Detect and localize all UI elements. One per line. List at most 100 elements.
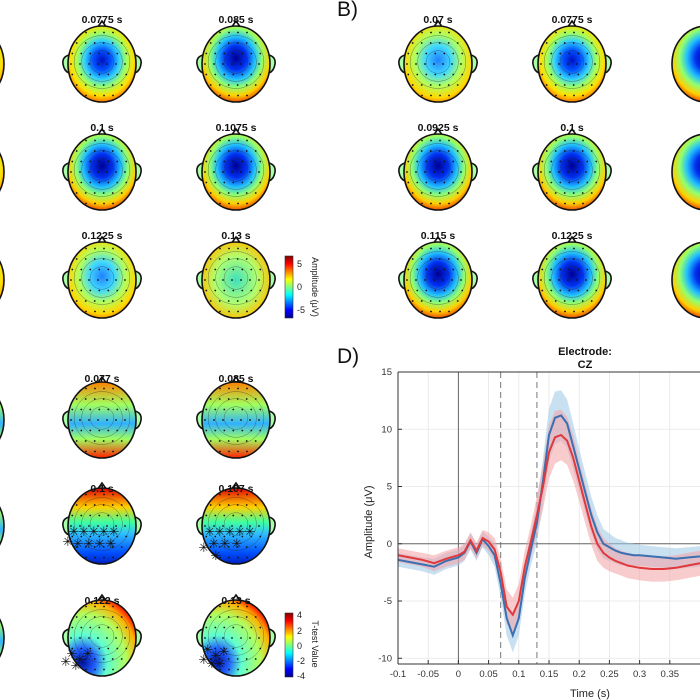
chart-title: Electrode: (558, 346, 612, 358)
ttest-tick-neg4: -4 (297, 671, 305, 681)
panel-label-d: D) (337, 345, 360, 368)
svg-text:✳: ✳ (203, 643, 214, 658)
y-tick-label: 0 (387, 539, 392, 550)
y-tick-label: 10 (381, 424, 392, 435)
topomap-b-1 (398, 19, 478, 103)
svg-text:✳: ✳ (99, 525, 110, 540)
svg-text:✳: ✳ (232, 537, 243, 552)
topomap-b-partial-3 (671, 241, 700, 319)
topomap-a-4 (196, 127, 276, 211)
svg-text:✳: ✳ (209, 537, 220, 552)
topomap-a-title-2: 0.085 s (218, 14, 253, 26)
topomap-a-1 (62, 19, 142, 103)
svg-text:✳: ✳ (106, 537, 117, 552)
topomap-b-3 (398, 127, 478, 211)
svg-text:✳: ✳ (79, 525, 90, 540)
topomap-b-title-6: 0.1225 s (552, 230, 593, 242)
x-tick-label: 0.15 (540, 669, 559, 680)
amplitude-colorbar: 5 0 -5 Amplitude (μV) (284, 255, 320, 319)
x-tick-label: 0.3 (633, 669, 646, 680)
x-tick-label: -0.1 (390, 669, 406, 680)
topomap-b-4 (532, 127, 612, 211)
svg-text:✳: ✳ (95, 537, 106, 552)
topomap-c-2 (196, 375, 276, 459)
topomap-c-partial-2 (0, 506, 5, 546)
series-line-red (397, 433, 700, 617)
amplitude-tick-5: 5 (297, 259, 302, 269)
topomap-a-partial-1 (0, 44, 5, 84)
svg-text:✳: ✳ (219, 645, 230, 660)
svg-text:✳: ✳ (225, 525, 236, 540)
topomap-a-title-4: 0.1075 s (216, 122, 257, 134)
topomap-a-title-5: 0.1225 s (82, 230, 123, 242)
svg-text:✳: ✳ (63, 535, 74, 550)
amplitude-tick-0: 0 (297, 282, 302, 292)
topomap-c-5: ✳✳✳✳✳ (61, 593, 142, 677)
panel-label-b: B) (337, 0, 358, 21)
svg-text:✳: ✳ (220, 537, 231, 552)
x-tick-label: 0.25 (600, 669, 619, 680)
topomap-a-5 (62, 235, 142, 319)
topomap-c-title-3: 0.1 s (90, 483, 114, 495)
topomap-b-partial-1 (671, 25, 700, 103)
topomap-b-2 (532, 19, 612, 103)
topomap-c-3: ✳ ✳ ✳ ✳ ✳✳ ✳ ✳ ✳✳ (62, 481, 142, 565)
topomap-c-1 (62, 375, 142, 459)
amplitude-colorbar-label: Amplitude (μV) (310, 257, 320, 317)
topomap-b-partial-2 (671, 133, 700, 211)
svg-text:✳: ✳ (215, 525, 226, 540)
ttest-tick-0: 0 (297, 641, 302, 651)
ttest-tick-neg2: -2 (297, 656, 305, 666)
topomap-b-title-2: 0.0775 s (552, 14, 593, 26)
svg-text:✳: ✳ (199, 653, 210, 668)
svg-text:✳: ✳ (235, 525, 246, 540)
topomap-b-5 (398, 235, 478, 319)
svg-text:✳: ✳ (83, 647, 94, 662)
chart-subtitle: CZ (578, 359, 593, 371)
svg-text:✳: ✳ (84, 537, 95, 552)
topomap-b-6 (532, 235, 612, 319)
topomap-b-title-5: 0.115 s (421, 230, 456, 242)
y-tick-label: -5 (384, 596, 392, 607)
svg-text:✳: ✳ (75, 653, 86, 668)
topomap-grid: 0.0775 s 0.085 s 0.1 s 0.1075 s 0.1225 s 0.13… (0, 14, 700, 677)
topomap-c-4: ✳ ✳ ✳ ✳ ✳✳ ✳ ✳✳✳ (196, 481, 276, 565)
series-lines (397, 414, 700, 639)
topomap-a-title-6: 0.13 s (221, 230, 250, 242)
y-tick-label: -10 (378, 653, 392, 664)
topomap-a-title-3: 0.1 s (90, 122, 114, 134)
svg-text:✳: ✳ (61, 655, 72, 670)
topomap-c-title-4: 0.107 s (218, 483, 253, 495)
svg-text:✳: ✳ (205, 525, 216, 540)
topomap-c-title-5: 0.122 s (84, 595, 119, 607)
confidence-band-red (398, 409, 700, 632)
x-tick-label: 0.35 (661, 669, 680, 680)
topomap-c-title-2: 0.085 s (218, 373, 253, 385)
topomap-a-3 (62, 127, 142, 211)
svg-text:✳: ✳ (245, 525, 256, 540)
y-tick-label: 5 (387, 482, 392, 493)
x-tick-label: 0 (456, 669, 461, 680)
ttest-tick-4: 4 (297, 610, 302, 620)
topomap-a-2 (196, 19, 276, 103)
y-tick-label: 15 (381, 367, 392, 378)
ttest-colorbar: 4 2 0 -2 -4 T-test Value (284, 610, 320, 681)
svg-text:✳: ✳ (109, 525, 120, 540)
x-tick-label: 0.05 (479, 669, 498, 680)
svg-text:✳: ✳ (73, 537, 84, 552)
svg-text:✳: ✳ (69, 525, 80, 540)
ttest-colorbar-label: T-test Value (310, 620, 320, 667)
topomap-c-title-6: 0.13 s (221, 595, 250, 607)
svg-text:✳: ✳ (211, 649, 222, 664)
topomap-a-6 (196, 235, 276, 319)
erp-line-chart: Electrode: CZ -0.1 -0.05 0 0.05 0.1 0.15 0.2 0.… (363, 346, 700, 700)
y-axis-label: Amplitude (μV) (363, 486, 375, 559)
topomap-a-title-1: 0.0775 s (82, 14, 123, 26)
topomap-a-partial-3 (0, 260, 5, 300)
amplitude-tick-neg5: -5 (297, 305, 305, 315)
topomap-c-6: ✳✳✳✳✳ ✳ (196, 593, 276, 677)
svg-text:✳: ✳ (215, 657, 226, 672)
confidence-bands (398, 390, 700, 653)
topomap-b-title-1: 0.07 s (423, 14, 452, 26)
